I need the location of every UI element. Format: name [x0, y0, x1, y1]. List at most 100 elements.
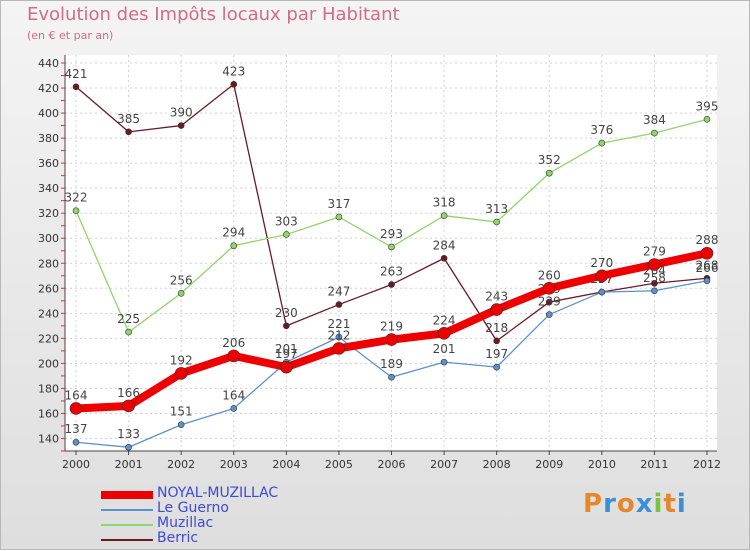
- data-point-le-guerno: [493, 363, 500, 371]
- x-tick-label: 2005: [325, 458, 353, 471]
- data-point-le-guerno: [177, 421, 185, 429]
- data-point-noyal-muzillac: [648, 258, 661, 271]
- data-label-le-guerno: 197: [485, 347, 508, 361]
- data-label-muzillac: 317: [327, 197, 350, 211]
- data-point-berric: [545, 298, 553, 306]
- data-point-muzillac: [598, 139, 606, 147]
- x-tick-label: 2000: [62, 458, 90, 471]
- data-label-berric: 421: [65, 67, 88, 81]
- data-point-le-guerno: [440, 358, 448, 366]
- data-label-le-guerno: 133: [117, 427, 140, 441]
- y-tick-label: 300: [38, 232, 59, 245]
- data-label-le-guerno: 221: [327, 317, 350, 331]
- y-tick-label: 320: [38, 207, 59, 220]
- data-label-noyal-muzillac: 224: [433, 313, 456, 327]
- x-tick-label: 2009: [535, 458, 563, 471]
- data-point-muzillac: [177, 289, 185, 297]
- data-label-muzillac: 376: [590, 123, 613, 137]
- x-tick-label: 2011: [640, 458, 668, 471]
- data-point-noyal-muzillac: [700, 246, 714, 260]
- data-label-muzillac: 322: [65, 191, 88, 205]
- data-label-muzillac: 313: [485, 202, 508, 216]
- data-label-muzillac: 384: [643, 113, 666, 127]
- data-label-le-guerno: 239: [538, 295, 561, 309]
- data-label-muzillac: 256: [170, 273, 193, 287]
- data-label-muzillac: 294: [222, 226, 245, 240]
- logo-letter: P: [583, 489, 604, 519]
- data-label-muzillac: 352: [538, 153, 561, 167]
- data-label-le-guerno: 258: [643, 271, 666, 285]
- data-label-noyal-muzillac: 260: [538, 268, 561, 282]
- y-tick-label: 440: [38, 57, 59, 70]
- data-point-le-guerno: [651, 287, 658, 295]
- data-point-noyal-muzillac: [69, 402, 83, 415]
- x-tick-label: 2001: [115, 458, 143, 471]
- data-label-berric: 284: [433, 238, 456, 252]
- data-point-le-guerno: [72, 438, 80, 446]
- data-label-muzillac: 318: [433, 196, 456, 210]
- data-point-muzillac: [388, 243, 395, 251]
- data-label-noyal-muzillac: 270: [590, 256, 613, 270]
- data-point-le-guerno: [598, 288, 606, 296]
- x-tick-label: 2012: [693, 458, 721, 471]
- data-label-berric: 390: [170, 106, 193, 120]
- x-tick-label: 2004: [272, 458, 300, 471]
- data-point-muzillac: [440, 212, 448, 219]
- legend-swatch: [101, 524, 153, 526]
- data-point-berric: [651, 279, 658, 287]
- x-tick-label: 2006: [378, 458, 406, 471]
- logo-letter: o: [616, 489, 636, 519]
- data-point-berric: [440, 254, 448, 262]
- logo-letter: i: [676, 489, 687, 519]
- data-label-berric: 423: [222, 64, 245, 78]
- data-point-le-guerno: [388, 373, 395, 381]
- data-point-berric: [72, 83, 80, 91]
- legend-swatch: [101, 509, 153, 511]
- data-point-berric: [230, 80, 238, 88]
- data-label-le-guerno: 137: [65, 422, 88, 436]
- y-tick-label: 200: [38, 357, 59, 370]
- data-label-muzillac: 225: [117, 312, 140, 326]
- data-label-le-guerno: 266: [696, 261, 719, 275]
- data-point-le-guerno: [703, 277, 711, 285]
- chart-title: Evolution des Impôts locaux par Habitant: [27, 4, 400, 25]
- data-point-noyal-muzillac: [174, 367, 188, 380]
- data-point-le-guerno: [125, 443, 132, 451]
- y-tick-label: 160: [38, 407, 59, 420]
- data-point-noyal-muzillac: [385, 333, 398, 346]
- legend-label: Muzillac: [157, 515, 214, 531]
- data-point-le-guerno: [545, 311, 553, 318]
- data-point-berric: [125, 128, 132, 136]
- data-label-noyal-muzillac: 219: [380, 320, 403, 334]
- data-point-muzillac: [283, 231, 290, 238]
- x-tick-label: 2003: [220, 458, 248, 471]
- x-tick-label: 2010: [588, 458, 616, 471]
- data-label-le-guerno: 151: [170, 405, 193, 419]
- data-point-berric: [177, 122, 185, 129]
- legend-label: NOYAL-MUZILLAC: [157, 485, 279, 501]
- data-label-noyal-muzillac: 279: [643, 245, 666, 259]
- data-point-noyal-muzillac: [437, 327, 451, 340]
- x-tick-label: 2002: [167, 458, 195, 471]
- legend-swatch: [101, 491, 153, 499]
- data-point-muzillac: [703, 116, 711, 123]
- data-point-le-guerno: [335, 333, 343, 341]
- data-point-berric: [493, 337, 500, 345]
- data-label-noyal-muzillac: 288: [696, 233, 719, 247]
- data-point-muzillac: [335, 213, 343, 221]
- data-label-noyal-muzillac: 192: [170, 353, 193, 367]
- data-point-muzillac: [72, 207, 80, 214]
- data-label-noyal-muzillac: 166: [117, 386, 140, 400]
- x-tick-label: 2008: [483, 458, 511, 471]
- logo-letter: x: [635, 489, 654, 519]
- data-point-muzillac: [493, 218, 500, 226]
- y-tick-label: 420: [38, 82, 59, 95]
- data-label-le-guerno: 201: [433, 342, 456, 356]
- proxiti-logo: Proxiti: [583, 489, 687, 519]
- logo-letter: t: [663, 489, 677, 519]
- data-label-le-guerno: 164: [222, 388, 245, 402]
- data-label-berric: 263: [380, 265, 403, 279]
- data-label-muzillac: 293: [380, 227, 403, 241]
